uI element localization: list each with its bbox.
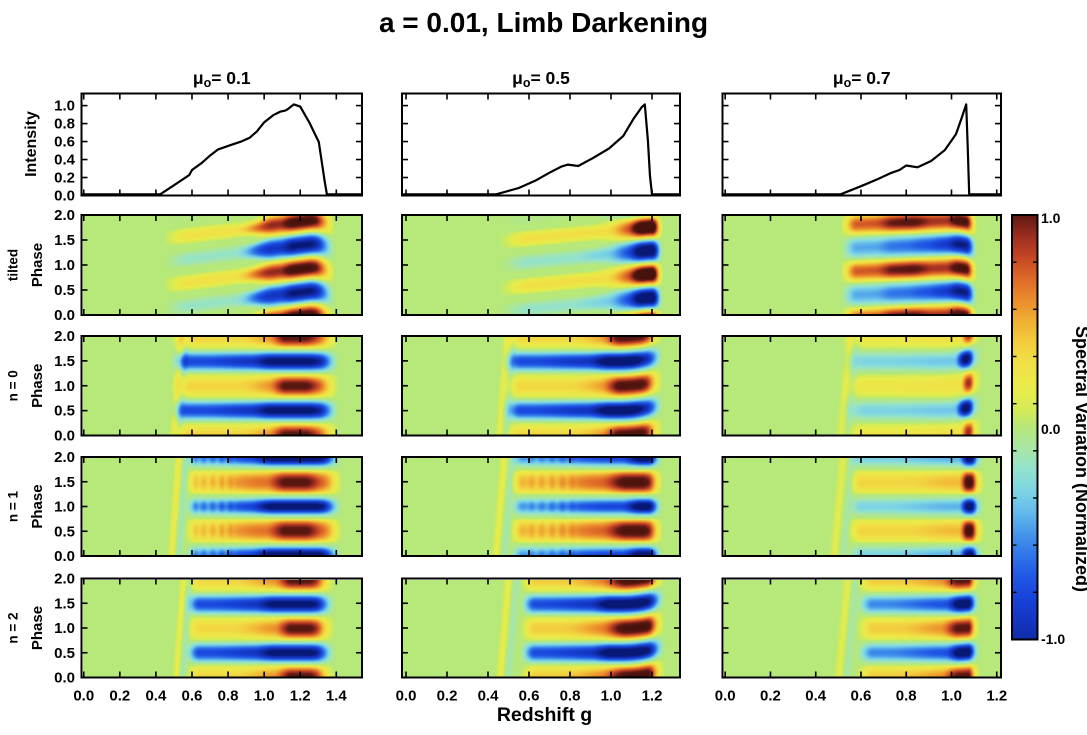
svg-text:0.6: 0.6 — [182, 688, 203, 705]
svg-text:0.2: 0.2 — [109, 688, 130, 705]
svg-text:1.0: 1.0 — [254, 688, 275, 705]
svg-text:0.0: 0.0 — [54, 307, 75, 324]
svg-text:1.0: 1.0 — [54, 620, 75, 637]
svg-text:0.4: 0.4 — [145, 688, 167, 705]
svg-text:0.2: 0.2 — [437, 688, 458, 705]
svg-text:0.6: 0.6 — [54, 134, 75, 151]
svg-text:n = 2: n = 2 — [6, 612, 21, 643]
svg-text:0.0: 0.0 — [73, 688, 94, 705]
svg-text:Redshift g: Redshift g — [497, 704, 592, 726]
svg-text:1.0: 1.0 — [1041, 210, 1061, 226]
svg-text:-1.0: -1.0 — [1041, 631, 1065, 647]
svg-text:0.5: 0.5 — [54, 403, 75, 420]
svg-text:1.0: 1.0 — [941, 688, 962, 705]
svg-text:μo= 0.5: μo= 0.5 — [512, 68, 570, 90]
svg-text:0.0: 0.0 — [54, 428, 75, 445]
svg-text:1.5: 1.5 — [54, 232, 75, 249]
svg-text:1.5: 1.5 — [54, 353, 75, 370]
svg-text:Phase: Phase — [29, 606, 46, 650]
svg-text:1.0: 1.0 — [601, 688, 622, 705]
svg-text:1.2: 1.2 — [986, 688, 1007, 705]
svg-text:1.0: 1.0 — [54, 499, 75, 516]
svg-text:0.0: 0.0 — [715, 688, 736, 705]
svg-text:2.0: 2.0 — [54, 207, 75, 224]
svg-text:0.8: 0.8 — [218, 688, 239, 705]
svg-text:0.5: 0.5 — [54, 282, 75, 299]
svg-text:1.5: 1.5 — [54, 474, 75, 491]
svg-text:1.4: 1.4 — [326, 688, 348, 705]
svg-text:2.0: 2.0 — [54, 571, 75, 588]
svg-text:Phase: Phase — [29, 364, 46, 408]
svg-text:0.4: 0.4 — [805, 688, 827, 705]
svg-text:Spectral Variation (Normalized: Spectral Variation (Normalized) — [1072, 326, 1087, 592]
svg-text:0.4: 0.4 — [478, 688, 500, 705]
svg-text:μo= 0.1: μo= 0.1 — [193, 68, 251, 90]
svg-text:0.0: 0.0 — [54, 670, 75, 687]
svg-text:0.5: 0.5 — [54, 523, 75, 540]
svg-text:Intensity: Intensity — [23, 111, 40, 177]
svg-text:0.2: 0.2 — [760, 688, 781, 705]
svg-text:2.0: 2.0 — [54, 449, 75, 466]
svg-text:0.2: 0.2 — [54, 170, 75, 187]
svg-text:0.0: 0.0 — [1041, 421, 1061, 437]
svg-text:μo= 0.7: μo= 0.7 — [833, 68, 891, 90]
svg-text:0.4: 0.4 — [54, 152, 76, 169]
svg-text:Phase: Phase — [29, 243, 46, 287]
svg-text:0.8: 0.8 — [896, 688, 917, 705]
svg-text:1.0: 1.0 — [54, 378, 75, 395]
svg-text:1.2: 1.2 — [642, 688, 663, 705]
svg-text:1.0: 1.0 — [54, 257, 75, 274]
svg-text:0.6: 0.6 — [519, 688, 540, 705]
svg-text:2.0: 2.0 — [54, 328, 75, 345]
svg-text:n = 0: n = 0 — [6, 370, 21, 401]
svg-text:tilted: tilted — [6, 249, 21, 281]
svg-text:n = 1: n = 1 — [6, 490, 21, 522]
svg-text:0.5: 0.5 — [54, 645, 75, 662]
svg-text:1.5: 1.5 — [54, 595, 75, 612]
svg-text:0.8: 0.8 — [54, 116, 75, 133]
svg-text:Phase: Phase — [29, 484, 46, 528]
svg-text:1.0: 1.0 — [54, 98, 75, 115]
svg-text:0.0: 0.0 — [54, 548, 75, 565]
svg-text:0.8: 0.8 — [560, 688, 581, 705]
svg-text:0.6: 0.6 — [851, 688, 872, 705]
svg-text:0.0: 0.0 — [54, 188, 75, 205]
svg-text:0.0: 0.0 — [396, 688, 417, 705]
svg-text:a = 0.01, Limb Darkening: a = 0.01, Limb Darkening — [379, 7, 708, 38]
svg-text:1.2: 1.2 — [290, 688, 311, 705]
